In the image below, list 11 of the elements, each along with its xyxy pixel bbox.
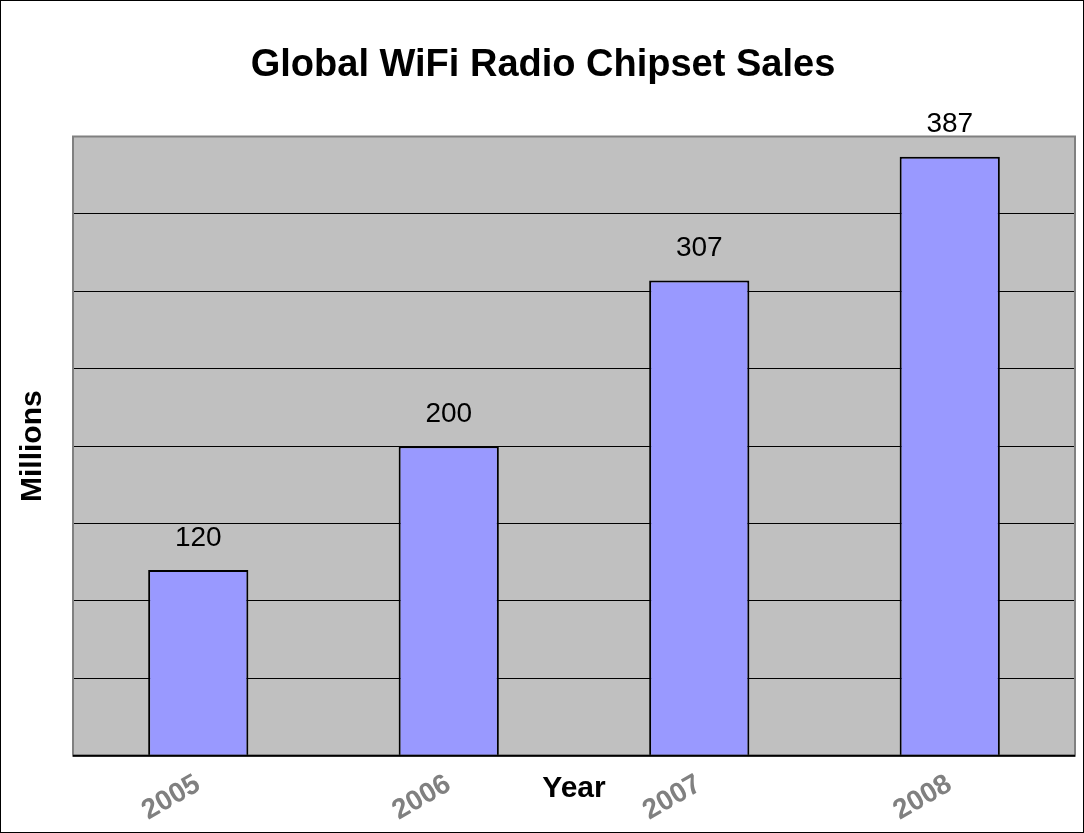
x-tick-label: 2007 [636, 767, 707, 826]
data-label: 307 [675, 231, 723, 263]
data-label: 120 [174, 520, 222, 552]
x-tick-label: 2005 [135, 767, 206, 826]
data-label: 387 [926, 107, 974, 139]
data-label: 200 [425, 396, 473, 428]
chart-title: Global WiFi Radio Chipset Sales [250, 42, 836, 85]
x-axis-title: Year [542, 770, 607, 804]
x-tick-label: 2008 [887, 767, 957, 826]
x-tick-label: 2006 [386, 767, 456, 826]
y-axis-title: Millions [14, 390, 48, 503]
